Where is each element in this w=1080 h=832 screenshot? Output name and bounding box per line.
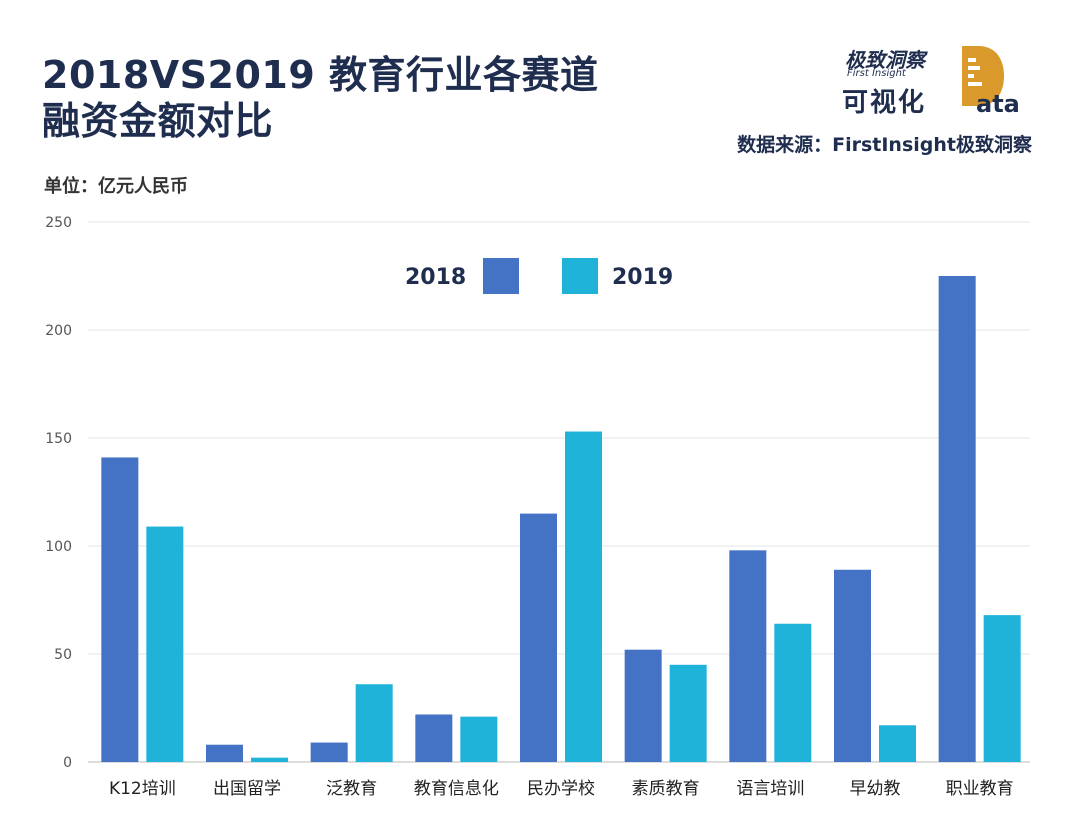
x-tick-label: 泛教育 (326, 779, 377, 799)
bar-2019 (146, 526, 184, 762)
legend-swatch (483, 258, 519, 294)
unit-label: 单位：亿元人民币 (44, 176, 188, 197)
x-axis: K12培训 出国留学 泛教育 教育信息化 民办学校 素质教育 语言培训 早幼教 职业教育 (109, 779, 1014, 799)
bar-2019 (983, 615, 1021, 762)
y-tick-label: 150 (45, 431, 72, 447)
source-label: 数据来源：FirstInsight极致洞察 (737, 134, 1032, 156)
bar-2019 (251, 757, 288, 762)
legend-label: 2019 (612, 265, 673, 290)
legend: 2018 2019 (405, 258, 673, 294)
bar-2019 (669, 664, 707, 762)
bar-2018 (310, 742, 348, 762)
bar-2018 (834, 569, 871, 762)
bar-2019 (355, 684, 393, 762)
chart-title: 2018VS2019 教育行业各赛道 融资金额对比 (42, 52, 599, 144)
y-tick-label: 250 (45, 215, 72, 231)
bar-2019 (774, 623, 812, 762)
y-tick-label: 0 (63, 755, 72, 771)
bar-2019 (460, 716, 498, 762)
y-tick-label: 100 (45, 539, 72, 555)
bar-2018 (415, 714, 453, 762)
x-tick-label: 语言培训 (736, 779, 804, 799)
bar-chart: 0 50 100 150 200 250 K12培训 出国留学 泛教育 教育信息化 民办学校 素质教… (45, 215, 1030, 799)
x-tick-label: 民办学校 (527, 779, 595, 799)
y-tick-label: 50 (54, 647, 72, 663)
bar-2018 (624, 649, 662, 762)
bar-2019 (879, 725, 916, 762)
y-axis: 0 50 100 150 200 250 (45, 215, 72, 771)
x-tick-label: K12培训 (109, 779, 176, 799)
logo-main: 可视化 (842, 88, 927, 118)
x-tick-label: 教育信息化 (414, 779, 499, 799)
bar-2018 (729, 550, 767, 762)
logo-d-icon (962, 46, 1004, 106)
legend-swatch (562, 258, 598, 294)
title-line-2: 融资金额对比 (42, 99, 274, 143)
x-tick-label: 早幼教 (850, 779, 901, 799)
logo-data-text: ata (976, 90, 1020, 118)
bar-2018 (206, 744, 243, 762)
logo-brand: 极致洞察 (845, 48, 925, 72)
bar-2018 (938, 276, 976, 762)
x-tick-label: 职业教育 (946, 779, 1014, 799)
y-tick-label: 200 (45, 323, 72, 339)
bar-2018 (520, 513, 557, 762)
bars (101, 276, 1021, 762)
x-tick-label: 出国留学 (213, 779, 281, 799)
logo-brand-en: First Insight (847, 68, 906, 79)
bar-2019 (565, 431, 602, 762)
x-tick-label: 素质教育 (632, 779, 700, 799)
legend-label: 2018 (405, 265, 466, 290)
bar-2018 (101, 457, 139, 762)
title-line-1: 2018VS2019 教育行业各赛道 (42, 53, 599, 97)
grid-lines (88, 221, 1030, 763)
